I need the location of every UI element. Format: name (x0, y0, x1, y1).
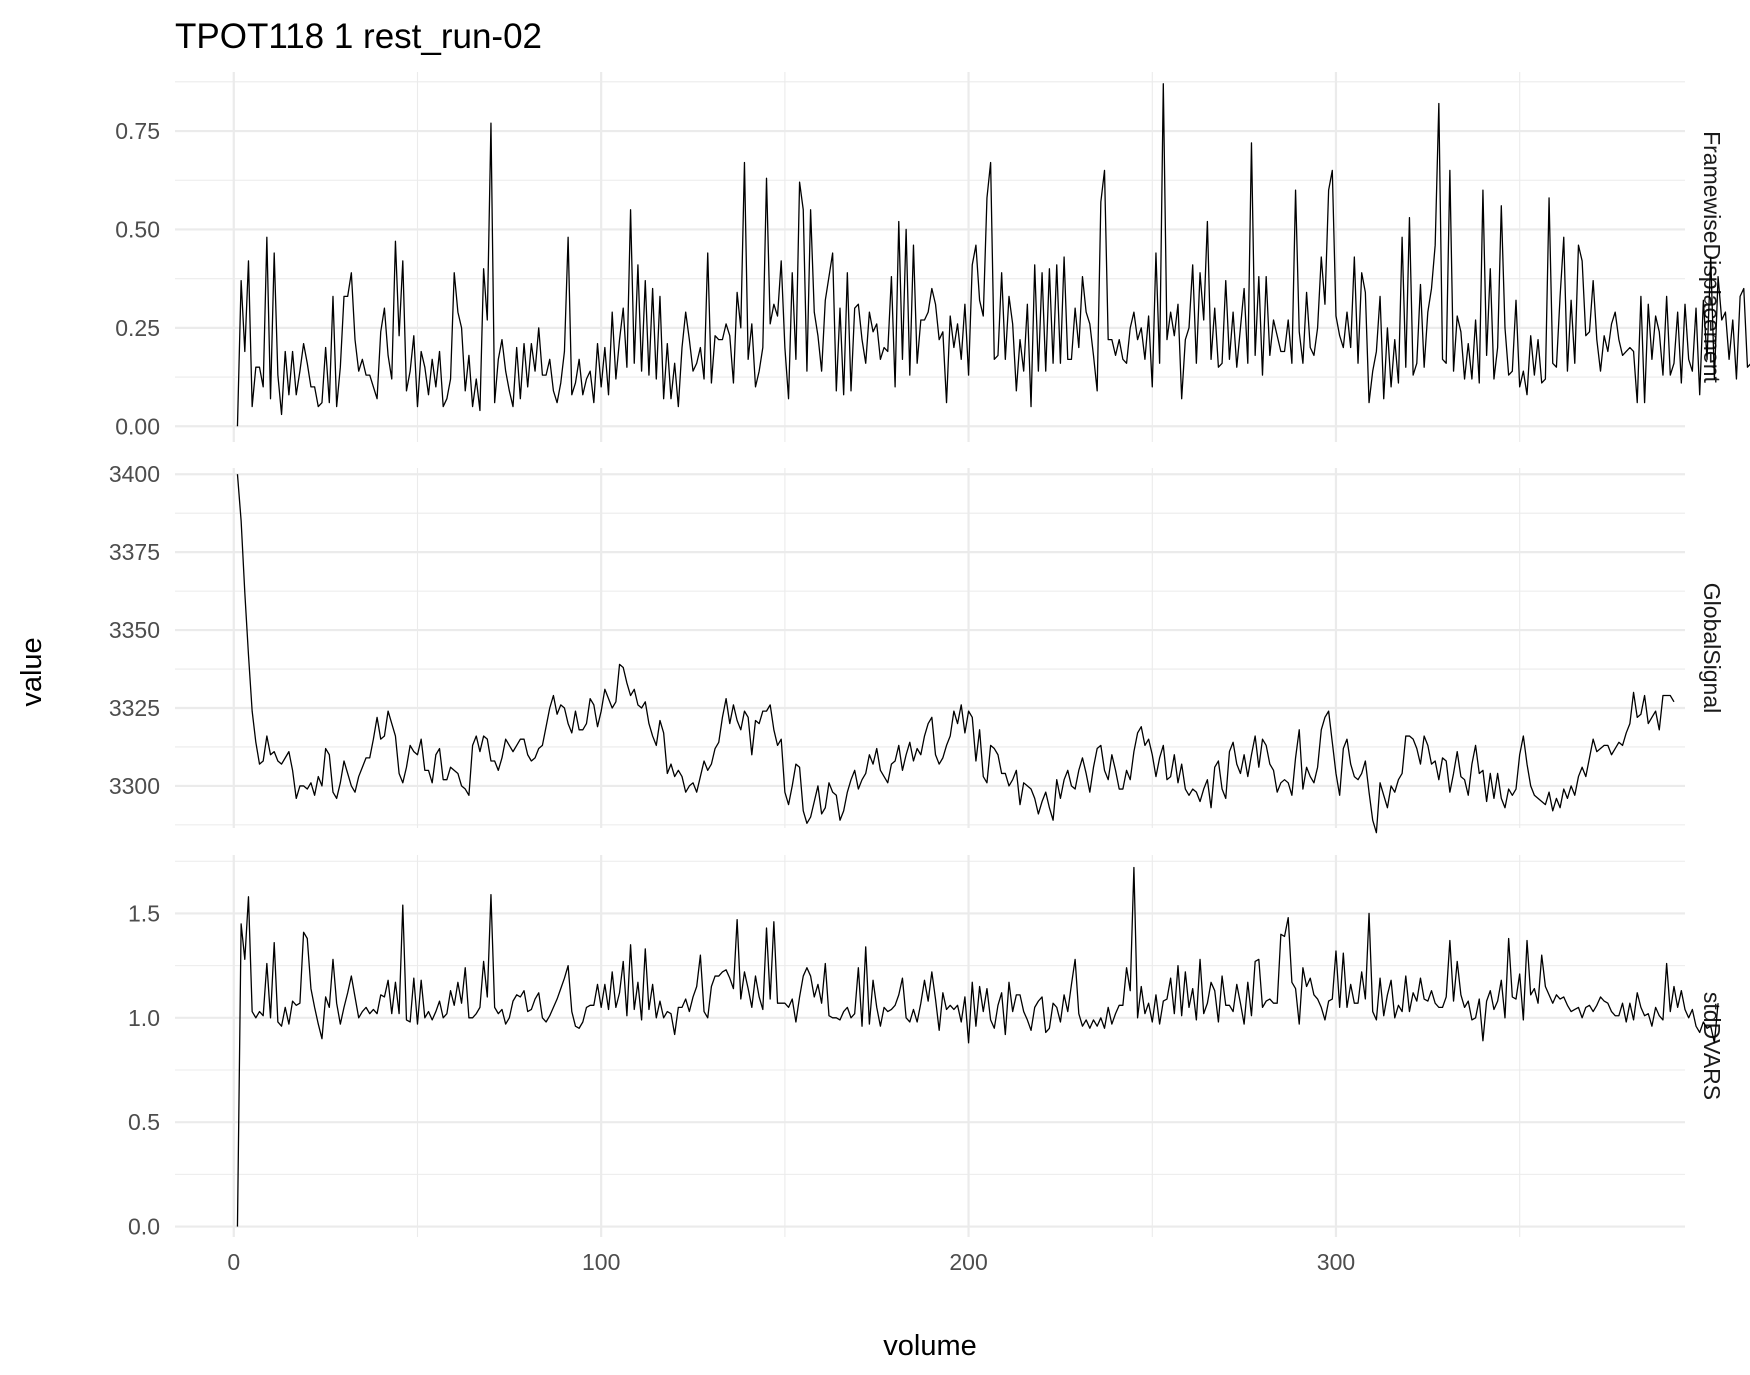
series-line-stdDVARS (236, 866, 1719, 1227)
y-tick-label: 0.50 (115, 216, 160, 242)
chart-title: TPOT118 1 rest_run-02 (175, 17, 542, 56)
y-tick-label: 0.00 (115, 413, 160, 439)
x-tick-label: 0 (227, 1249, 240, 1275)
y-tick-label: 3400 (109, 461, 160, 487)
y-tick-label: 3375 (109, 539, 160, 565)
y-tick-label: 3350 (109, 617, 160, 643)
y-tick-label: 1.5 (128, 900, 160, 926)
y-axis-title: value (16, 637, 48, 706)
facet-strip-label: GlobalSignal (1699, 583, 1725, 713)
y-tick-label: 0.75 (115, 118, 160, 144)
panel-GlobalSignal: 3300 3325 3350 3375 3400 GlobalSignal (109, 461, 1725, 834)
facet-strip-label: stdDVARS (1699, 992, 1725, 1100)
x-axis-title: volume (883, 1330, 977, 1362)
x-tick-label: 300 (1317, 1249, 1355, 1275)
series-line-GlobalSignal (236, 474, 1675, 834)
y-tick-label: 0.5 (128, 1109, 160, 1135)
facet-strip-label: FramewiseDisplacement (1699, 131, 1725, 383)
x-axis-tick-labels: 0 100 200 300 (227, 1249, 1355, 1275)
panel-stdDVARS: 0.0 0.5 1.0 1.5 stdDVARS (128, 855, 1725, 1240)
x-tick-label: 100 (582, 1249, 620, 1275)
facet-panels: 0.00 0.25 0.50 0.75 FramewiseDisplacement 330… (109, 72, 1750, 1240)
y-tick-label: 3325 (109, 695, 160, 721)
y-tick-label: 1.0 (128, 1005, 160, 1031)
y-tick-label: 3300 (109, 773, 160, 799)
series-line-FramewiseDisplacement (236, 83, 1750, 427)
y-tick-label: 0.25 (115, 315, 160, 341)
x-tick-label: 200 (949, 1249, 987, 1275)
y-tick-label: 0.0 (128, 1214, 160, 1240)
panel-FramewiseDisplacement: 0.00 0.25 0.50 0.75 FramewiseDisplacement (115, 72, 1750, 442)
